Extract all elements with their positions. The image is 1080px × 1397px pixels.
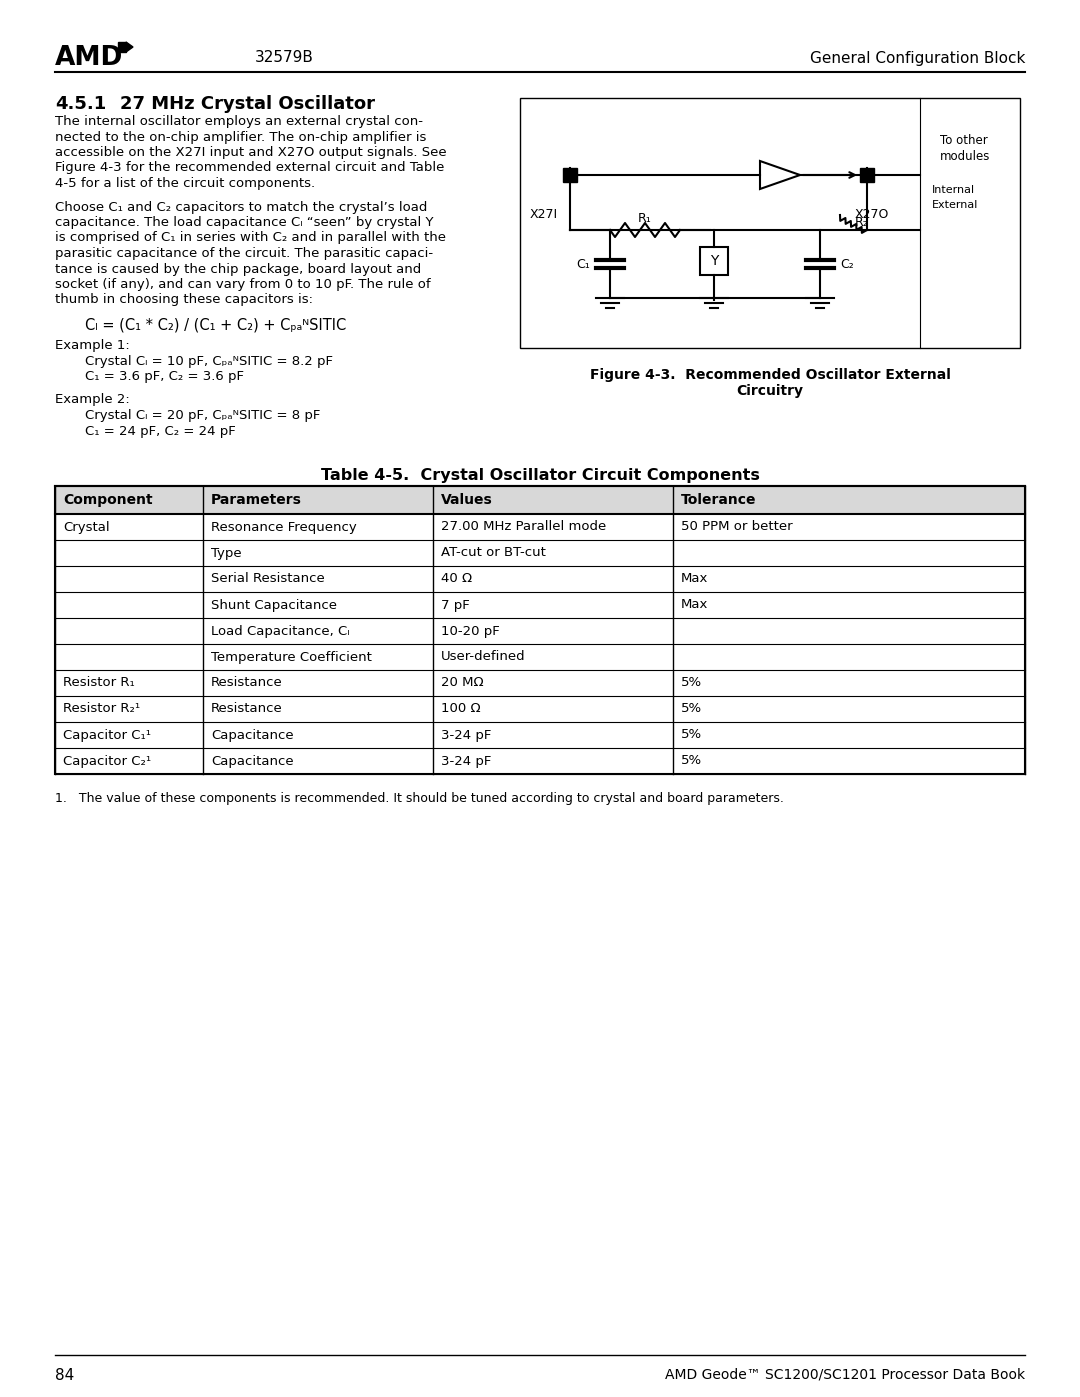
Text: 50 PPM or better: 50 PPM or better bbox=[681, 521, 793, 534]
Text: 3-24 pF: 3-24 pF bbox=[441, 754, 491, 767]
Text: R₁: R₁ bbox=[638, 211, 652, 225]
Bar bbox=[55, 514, 1025, 541]
Text: 27.00 MHz Parallel mode: 27.00 MHz Parallel mode bbox=[441, 521, 606, 534]
Text: Cₗ = (C₁ * C₂) / (C₁ + C₂) + CₚₐᴺSITIC: Cₗ = (C₁ * C₂) / (C₁ + C₂) + CₚₐᴺSITIC bbox=[85, 317, 347, 332]
Text: 40 Ω: 40 Ω bbox=[441, 573, 472, 585]
Text: thumb in choosing these capacitors is:: thumb in choosing these capacitors is: bbox=[55, 293, 313, 306]
Bar bbox=[563, 168, 577, 182]
Text: Component: Component bbox=[63, 493, 152, 507]
Bar bbox=[55, 722, 1025, 747]
Text: 20 MΩ: 20 MΩ bbox=[441, 676, 484, 690]
Text: C₁ = 3.6 pF, C₂ = 3.6 pF: C₁ = 3.6 pF, C₂ = 3.6 pF bbox=[85, 370, 244, 383]
Bar bbox=[700, 247, 728, 275]
Bar bbox=[118, 42, 126, 52]
Text: 4-5 for a list of the circuit components.: 4-5 for a list of the circuit components… bbox=[55, 177, 315, 190]
Text: C₂: C₂ bbox=[840, 257, 854, 271]
Text: tance is caused by the chip package, board layout and: tance is caused by the chip package, boa… bbox=[55, 263, 421, 275]
Text: 10-20 pF: 10-20 pF bbox=[441, 624, 500, 637]
Text: is comprised of C₁ in series with C₂ and in parallel with the: is comprised of C₁ in series with C₂ and… bbox=[55, 232, 446, 244]
Text: Tolerance: Tolerance bbox=[681, 493, 756, 507]
Text: Internal: Internal bbox=[932, 184, 975, 196]
Text: parasitic capacitance of the circuit. The parasitic capaci-: parasitic capacitance of the circuit. Th… bbox=[55, 247, 433, 260]
Text: Capacitance: Capacitance bbox=[211, 754, 294, 767]
Text: C₁ = 24 pF, C₂ = 24 pF: C₁ = 24 pF, C₂ = 24 pF bbox=[85, 425, 235, 437]
Bar bbox=[55, 644, 1025, 671]
Text: 3-24 pF: 3-24 pF bbox=[441, 728, 491, 742]
Text: User-defined: User-defined bbox=[441, 651, 526, 664]
Polygon shape bbox=[760, 161, 800, 189]
Text: Resistance: Resistance bbox=[211, 703, 283, 715]
Bar bbox=[55, 592, 1025, 617]
Text: Crystal: Crystal bbox=[63, 521, 110, 534]
Text: Crystal Cₗ = 20 pF, CₚₐᴺSITIC = 8 pF: Crystal Cₗ = 20 pF, CₚₐᴺSITIC = 8 pF bbox=[85, 409, 321, 422]
Bar bbox=[519, 98, 1020, 348]
Text: X27I: X27I bbox=[530, 208, 558, 222]
Bar bbox=[55, 486, 1025, 514]
Bar bbox=[55, 541, 1025, 566]
Text: Serial Resistance: Serial Resistance bbox=[211, 573, 325, 585]
Text: C₁: C₁ bbox=[577, 257, 590, 271]
Text: AT-cut or BT-cut: AT-cut or BT-cut bbox=[441, 546, 545, 560]
Text: Shunt Capacitance: Shunt Capacitance bbox=[211, 598, 337, 612]
Polygon shape bbox=[126, 42, 133, 52]
Text: Resistance: Resistance bbox=[211, 676, 283, 690]
Text: Example 1:: Example 1: bbox=[55, 339, 130, 352]
Text: Capacitor C₁¹: Capacitor C₁¹ bbox=[63, 728, 151, 742]
Text: External: External bbox=[932, 200, 978, 210]
Text: X27O: X27O bbox=[855, 208, 889, 222]
Text: accessible on the X27I input and X27O output signals. See: accessible on the X27I input and X27O ou… bbox=[55, 147, 447, 159]
Text: Crystal Cₗ = 10 pF, CₚₐᴺSITIC = 8.2 pF: Crystal Cₗ = 10 pF, CₚₐᴺSITIC = 8.2 pF bbox=[85, 355, 333, 367]
Text: 5%: 5% bbox=[681, 703, 702, 715]
Text: Values: Values bbox=[441, 493, 492, 507]
Text: The internal oscillator employs an external crystal con-: The internal oscillator employs an exter… bbox=[55, 115, 423, 129]
Text: To other
modules: To other modules bbox=[940, 134, 990, 162]
Text: Temperature Coefficient: Temperature Coefficient bbox=[211, 651, 372, 664]
Text: Circuitry: Circuitry bbox=[737, 384, 804, 398]
Text: Max: Max bbox=[681, 598, 708, 612]
Text: Resistor R₁: Resistor R₁ bbox=[63, 676, 135, 690]
Bar bbox=[55, 671, 1025, 696]
Text: 5%: 5% bbox=[681, 754, 702, 767]
Bar bbox=[860, 168, 874, 182]
Text: AMD: AMD bbox=[55, 45, 123, 71]
Text: Max: Max bbox=[681, 573, 708, 585]
Text: 4.5.1: 4.5.1 bbox=[55, 95, 106, 113]
Bar bbox=[55, 747, 1025, 774]
Text: Resonance Frequency: Resonance Frequency bbox=[211, 521, 356, 534]
Text: General Configuration Block: General Configuration Block bbox=[810, 50, 1025, 66]
Text: Table 4-5.  Crystal Oscillator Circuit Components: Table 4-5. Crystal Oscillator Circuit Co… bbox=[321, 468, 759, 483]
Text: Resistor R₂¹: Resistor R₂¹ bbox=[63, 703, 140, 715]
Text: Load Capacitance, Cₗ: Load Capacitance, Cₗ bbox=[211, 624, 350, 637]
Bar bbox=[55, 617, 1025, 644]
Bar bbox=[55, 696, 1025, 722]
Text: Capacitor C₂¹: Capacitor C₂¹ bbox=[63, 754, 151, 767]
Text: R₂: R₂ bbox=[855, 215, 868, 229]
Text: Example 2:: Example 2: bbox=[55, 394, 130, 407]
Text: Y: Y bbox=[710, 254, 718, 268]
Text: 27 MHz Crystal Oscillator: 27 MHz Crystal Oscillator bbox=[120, 95, 375, 113]
Text: 5%: 5% bbox=[681, 728, 702, 742]
Bar bbox=[55, 566, 1025, 592]
Text: Type: Type bbox=[211, 546, 242, 560]
Text: 7 pF: 7 pF bbox=[441, 598, 470, 612]
Text: capacitance. The load capacitance Cₗ “seen” by crystal Y: capacitance. The load capacitance Cₗ “se… bbox=[55, 217, 433, 229]
Text: 100 Ω: 100 Ω bbox=[441, 703, 481, 715]
Bar bbox=[55, 486, 1025, 774]
Text: Figure 4-3.  Recommended Oscillator External: Figure 4-3. Recommended Oscillator Exter… bbox=[590, 367, 950, 381]
Text: 5%: 5% bbox=[681, 676, 702, 690]
Text: Capacitance: Capacitance bbox=[211, 728, 294, 742]
Text: 32579B: 32579B bbox=[255, 50, 314, 66]
Text: Choose C₁ and C₂ capacitors to match the crystal’s load: Choose C₁ and C₂ capacitors to match the… bbox=[55, 201, 428, 214]
Text: nected to the on-chip amplifier. The on-chip amplifier is: nected to the on-chip amplifier. The on-… bbox=[55, 130, 427, 144]
Text: AMD Geode™ SC1200/SC1201 Processor Data Book: AMD Geode™ SC1200/SC1201 Processor Data … bbox=[665, 1368, 1025, 1382]
Text: Parameters: Parameters bbox=[211, 493, 302, 507]
Text: socket (if any), and can vary from 0 to 10 pF. The rule of: socket (if any), and can vary from 0 to … bbox=[55, 278, 431, 291]
Text: 84: 84 bbox=[55, 1368, 75, 1383]
Text: 1.   The value of these components is recommended. It should be tuned according : 1. The value of these components is reco… bbox=[55, 792, 784, 805]
Text: Figure 4-3 for the recommended external circuit and Table: Figure 4-3 for the recommended external … bbox=[55, 162, 444, 175]
